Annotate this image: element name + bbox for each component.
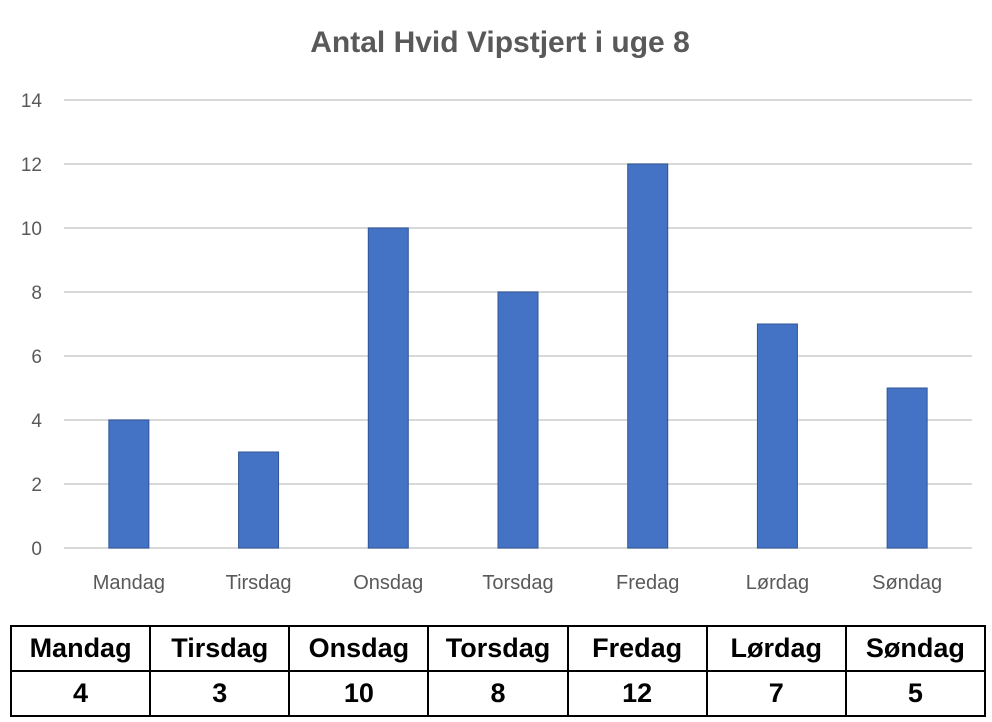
table-value-row: 4 3 10 8 12 7 5 [9, 670, 987, 717]
table-value-cell: 8 [427, 670, 569, 717]
bar-onsdag [367, 227, 409, 549]
bars [108, 163, 928, 549]
x-tick-label: Tirsdag [226, 572, 292, 594]
table-header-cell: Onsdag [288, 625, 430, 672]
x-tick-label: Torsdag [482, 572, 553, 594]
x-tick-label: Onsdag [353, 572, 423, 594]
data-table: Mandag Tirsdag Onsdag Torsdag Fredag Lør… [9, 625, 987, 717]
y-axis-tick-labels: 0 2 4 6 8 10 12 14 [21, 91, 43, 560]
y-tick-label: 10 [21, 219, 42, 240]
table-value-cell: 7 [705, 670, 847, 717]
bar-tirsdag [238, 451, 280, 549]
y-tick-label: 4 [31, 411, 42, 432]
table-value-cell: 5 [844, 670, 987, 717]
bar-fredag [627, 163, 669, 549]
x-tick-label: Lørdag [746, 572, 809, 594]
table-header-cell: Torsdag [427, 625, 569, 672]
table-header-cell: Fredag [566, 625, 708, 672]
y-tick-label: 6 [31, 347, 42, 368]
y-tick-label: 8 [31, 283, 42, 304]
table-header-cell: Søndag [844, 625, 987, 672]
table-header-row: Mandag Tirsdag Onsdag Torsdag Fredag Lør… [9, 625, 987, 672]
bar-chart: Antal Hvid Vipstjert i uge 8 0 2 4 6 8 10 12 14… [21, 26, 972, 594]
bar-torsdag [497, 291, 539, 549]
table-header-cell: Tirsdag [149, 625, 291, 672]
table-header-cell: Lørdag [705, 625, 847, 672]
table-value-cell: 12 [566, 670, 708, 717]
table-value-cell: 10 [288, 670, 430, 717]
x-axis-tick-labels: Mandag Tirsdag Onsdag Torsdag Fredag Lørdag Sø… [93, 572, 942, 594]
chart-title: Antal Hvid Vipstjert i uge 8 [310, 26, 690, 59]
x-tick-label: Mandag [93, 572, 165, 594]
x-tick-label: Søndag [872, 572, 942, 594]
table-value-cell: 3 [149, 670, 291, 717]
x-tick-label: Fredag [616, 572, 679, 594]
y-tick-label: 12 [21, 155, 42, 176]
table-header-cell: Mandag [9, 625, 152, 672]
y-tick-label: 2 [31, 475, 42, 496]
bar-lørdag [756, 323, 798, 549]
y-tick-label: 0 [31, 539, 42, 560]
bar-søndag [886, 387, 928, 549]
y-tick-label: 14 [21, 91, 43, 112]
bar-mandag [108, 419, 150, 549]
table-value-cell: 4 [9, 670, 152, 717]
